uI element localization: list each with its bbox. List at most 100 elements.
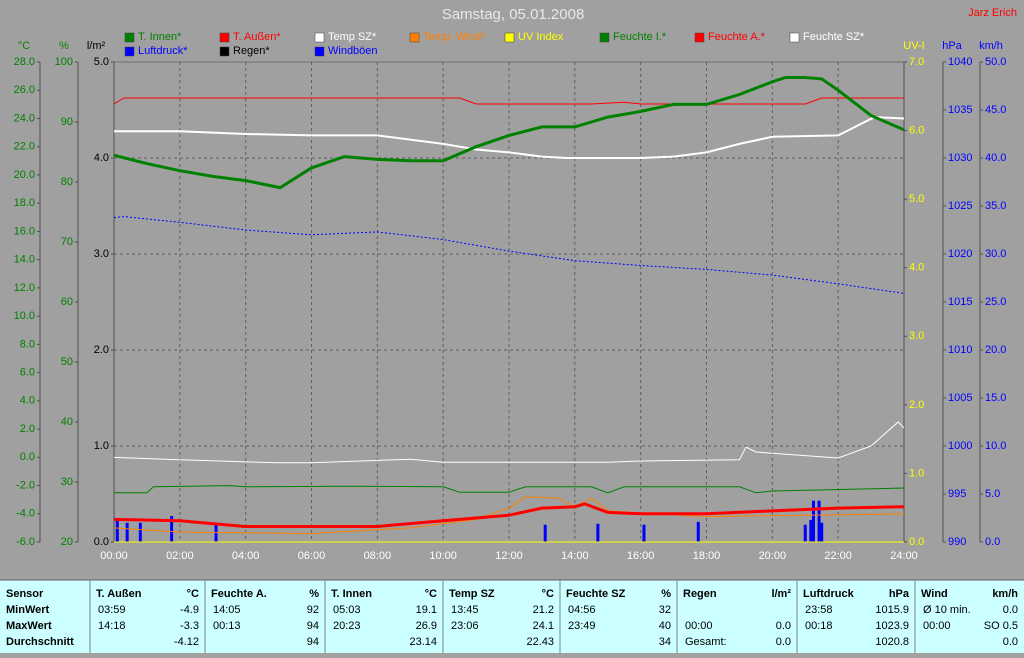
cell-value: -3.3 — [180, 620, 199, 632]
legend-label: UV Index — [518, 31, 564, 43]
y-tick-label: 1040 — [948, 56, 972, 68]
y-tick-label: 0.0 — [20, 451, 35, 463]
y-tick-label: 2.0 — [20, 423, 35, 435]
column-header: T. Innen — [331, 588, 372, 600]
bar — [809, 519, 813, 542]
y-tick-label: 4.0 — [909, 262, 924, 274]
legend-label: Temp. Wind* — [423, 31, 486, 43]
cell-value: -4.12 — [174, 636, 199, 648]
cell-value: 0.0 — [1003, 636, 1018, 648]
legend-swatch — [314, 32, 325, 43]
column-header: Feuchte A. — [211, 588, 267, 600]
legend-label: Feuchte SZ* — [803, 31, 865, 43]
legend-swatch — [219, 46, 230, 57]
y-tick-label: 45.0 — [985, 104, 1006, 116]
y-tick-label: -4.0 — [16, 508, 35, 520]
cell-value: 22.43 — [526, 636, 554, 648]
row-label: MaxWert — [6, 620, 52, 632]
cell-time: 13:45 — [451, 604, 479, 616]
cell-value: 94 — [307, 636, 319, 648]
y-tick-label: 1000 — [948, 440, 972, 452]
y-tick-label: 26.0 — [14, 84, 35, 96]
y-tick-label: 1015 — [948, 296, 972, 308]
bar — [170, 516, 174, 542]
x-tick-label: 20:00 — [759, 550, 787, 562]
legend-swatch — [694, 32, 705, 43]
cell-time: 20:23 — [333, 620, 361, 632]
cell-value: 0.0 — [776, 620, 791, 632]
y-tick-label: 40.0 — [985, 152, 1006, 164]
y-tick-label: 5.0 — [985, 488, 1000, 500]
bar — [803, 524, 807, 542]
bar — [811, 500, 815, 542]
axis-label: % — [59, 40, 69, 52]
cell-time: Gesamt: — [685, 636, 727, 648]
x-tick-label: 12:00 — [495, 550, 523, 562]
cell-value: 26.9 — [416, 620, 437, 632]
y-tick-label: 2.0 — [909, 399, 924, 411]
author: Jarz Erich — [968, 7, 1017, 19]
cell-value: 23.14 — [409, 636, 437, 648]
series-line — [113, 76, 905, 190]
cell-value: 21.2 — [533, 604, 554, 616]
bar — [820, 522, 824, 542]
y-tick-label: 1025 — [948, 200, 972, 212]
y-tick-label: 4.0 — [20, 395, 35, 407]
column-header: Wind — [921, 588, 948, 600]
y-tick-label: 14.0 — [14, 254, 35, 266]
y-tick-label: 8.0 — [20, 338, 35, 350]
row-label: Durchschnitt — [6, 636, 74, 648]
cell-time: Ø 10 min. — [923, 604, 971, 616]
column-header: Luftdruck — [803, 588, 855, 600]
y-tick-label: 20.0 — [985, 344, 1006, 356]
legend-swatch — [789, 32, 800, 43]
table-header: Sensor — [6, 588, 44, 600]
bar — [543, 524, 547, 542]
cell-time: 04:56 — [568, 604, 596, 616]
cell-value: 1015.9 — [875, 604, 909, 616]
legend-label: Feuchte I.* — [613, 31, 667, 43]
table-background — [0, 580, 1024, 653]
column-unit: °C — [187, 588, 199, 600]
y-tick-label: 90 — [61, 116, 73, 128]
cell-value: 24.1 — [533, 620, 554, 632]
legend-swatch — [124, 46, 135, 57]
y-tick-label: 990 — [948, 536, 966, 548]
x-tick-label: 02:00 — [166, 550, 194, 562]
cell-time: 00:00 — [923, 620, 951, 632]
y-tick-label: 1020 — [948, 248, 972, 260]
cell-time: 05:03 — [333, 604, 361, 616]
y-tick-label: 5.0 — [909, 193, 924, 205]
y-tick-label: 3.0 — [94, 248, 109, 260]
y-tick-label: 50.0 — [985, 56, 1006, 68]
cell-value: 19.1 — [416, 604, 437, 616]
x-tick-label: 06:00 — [298, 550, 326, 562]
column-header: Temp SZ — [449, 588, 495, 600]
series-line — [114, 116, 905, 159]
column-header: Feuchte SZ — [566, 588, 626, 600]
cell-value: 94 — [307, 620, 319, 632]
cell-value: 1023.9 — [875, 620, 909, 632]
cell-time: 14:18 — [98, 620, 126, 632]
series-line — [113, 421, 905, 464]
y-tick-label: 1.0 — [94, 440, 109, 452]
chart-title: Samstag, 05.01.2008 — [442, 6, 585, 23]
cell-value: 0.0 — [776, 636, 791, 648]
cell-time: 00:00 — [685, 620, 713, 632]
column-header: Regen — [683, 588, 717, 600]
y-tick-label: 15.0 — [985, 392, 1006, 404]
y-tick-label: 995 — [948, 488, 966, 500]
legend-swatch — [219, 32, 230, 43]
legend-swatch — [599, 32, 610, 43]
y-tick-label: 1035 — [948, 104, 972, 116]
axis-label: °C — [18, 40, 30, 52]
legend-label: T. Innen* — [138, 31, 182, 43]
cell-time: 03:59 — [98, 604, 126, 616]
y-tick-label: 10.0 — [985, 440, 1006, 452]
y-tick-label: 70 — [61, 236, 73, 248]
y-tick-label: 2.0 — [94, 344, 109, 356]
legend-label: T. Außen* — [233, 31, 281, 43]
y-tick-label: 4.0 — [94, 152, 109, 164]
y-tick-label: 25.0 — [985, 296, 1006, 308]
